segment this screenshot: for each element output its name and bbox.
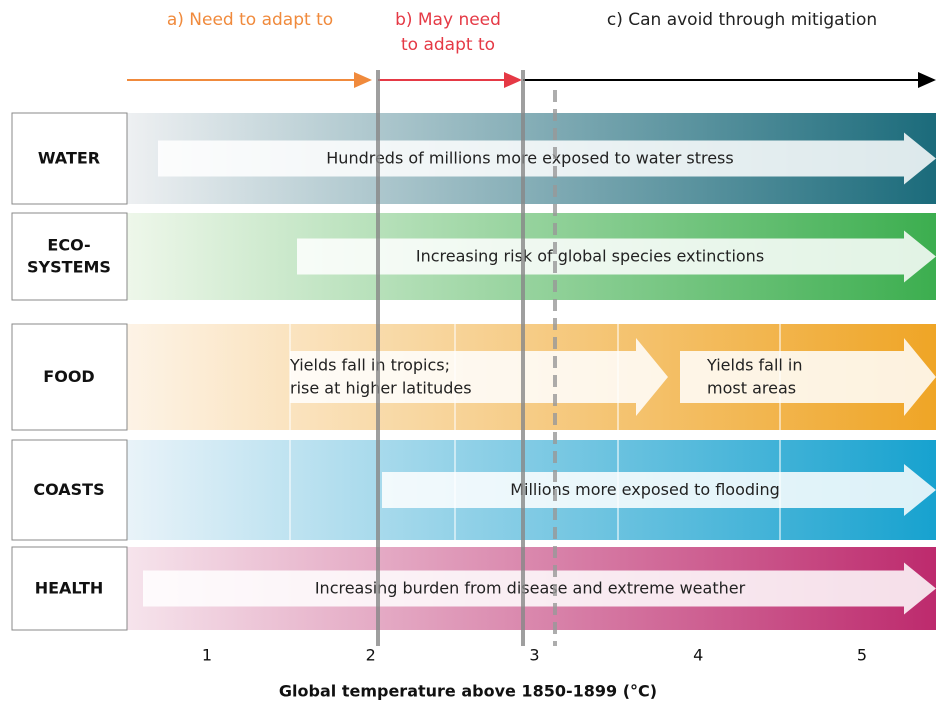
impact-arrow: [290, 338, 668, 416]
impact-line: Yields fall in tropics;: [289, 355, 450, 374]
impact-text: Increasing burden from disease and extre…: [315, 578, 746, 597]
impact-line: Yields fall in: [706, 355, 803, 374]
row-label: COASTS: [33, 480, 104, 499]
impact-arrow: [158, 132, 936, 185]
row-label: ECO- SYSTEMS: [27, 235, 111, 276]
impact-line: Hundreds of millions more exposed to wat…: [326, 148, 733, 167]
row-label-box: [11, 212, 128, 301]
impact-line: most areas: [707, 378, 796, 397]
row-label-line: FOOD: [43, 367, 94, 386]
x-tick-label: 4: [693, 646, 703, 665]
x-tick-label: 2: [366, 646, 376, 665]
impact-line: Increasing risk of global species extinc…: [416, 246, 764, 265]
impact-arrow: [382, 464, 936, 516]
row-label: WATER: [38, 148, 100, 167]
row-label: HEALTH: [35, 578, 104, 597]
row-label: FOOD: [43, 367, 94, 386]
header-b: b) May need to adapt to: [395, 10, 501, 55]
impact-line: rise at higher latitudes: [290, 378, 472, 397]
row-label-line: COASTS: [33, 480, 104, 499]
row-label-box: [11, 546, 128, 631]
x-tick-label: 5: [857, 646, 867, 665]
row-label-line: ECO-: [47, 235, 90, 254]
header-c: c) Can avoid through mitigation: [607, 10, 877, 30]
row-label-line: HEALTH: [35, 578, 104, 597]
impact-text: Increasing risk of global species extinc…: [416, 246, 764, 265]
axis-label: Global temperature above 1850-1899 (°C): [279, 682, 657, 701]
header-a: a) Need to adapt to: [167, 10, 333, 30]
impact-text: Yields fall in most areas: [706, 355, 803, 397]
x-tick-label: 1: [202, 646, 212, 665]
impact-text: Yields fall in tropics; rise at higher la…: [289, 355, 472, 397]
impact-arrow: [297, 230, 936, 283]
row-label-box: [11, 439, 128, 541]
impact-text: Hundreds of millions more exposed to wat…: [326, 148, 733, 167]
impact-arrow: [143, 562, 936, 615]
row-label-box: [11, 323, 128, 431]
row-label-line: SYSTEMS: [27, 257, 111, 276]
impact-line: Millions more exposed to flooding: [510, 480, 780, 499]
row-label-line: WATER: [38, 148, 100, 167]
x-tick-label: 3: [529, 646, 539, 665]
row-label-box: [11, 112, 128, 205]
impact-line: Increasing burden from disease and extre…: [315, 578, 746, 597]
impact-arrow: [680, 338, 936, 416]
impact-text: Millions more exposed to flooding: [510, 480, 780, 499]
